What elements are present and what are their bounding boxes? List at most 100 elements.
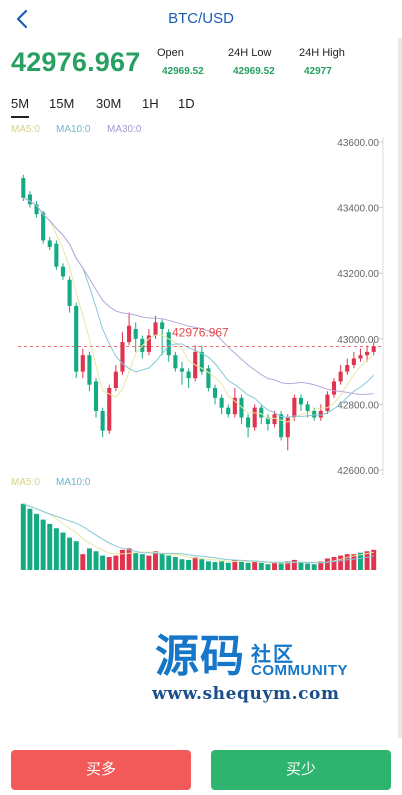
candle-body — [80, 355, 85, 372]
candle-body — [160, 322, 165, 329]
vol-ma10-line — [23, 503, 374, 564]
volume-bar — [186, 559, 192, 570]
tab-1d[interactable]: 1D — [178, 96, 195, 111]
volume-bar — [47, 523, 53, 570]
volume-bar — [351, 554, 357, 570]
back-button[interactable] — [12, 8, 34, 30]
volume-bar — [285, 561, 291, 570]
candle-body — [34, 204, 39, 215]
volume-bar — [179, 559, 185, 570]
y-tick-label: 42600.00 — [337, 466, 379, 477]
volume-bar — [371, 549, 377, 570]
tab-5m[interactable]: 5M — [11, 96, 30, 118]
candle-body — [107, 388, 112, 431]
candle-body — [226, 407, 231, 415]
y-tick-label: 43000.00 — [337, 335, 379, 346]
candle-body — [67, 279, 72, 306]
open-label: Open — [157, 47, 184, 59]
volume-bar — [258, 562, 264, 570]
low-label: 24H Low — [228, 47, 272, 59]
tab-1h[interactable]: 1H — [142, 96, 159, 111]
candle-body — [345, 365, 350, 372]
volume-bar — [238, 561, 244, 570]
candle-body — [113, 371, 118, 388]
high-label: 24H High — [299, 47, 345, 59]
tab-30m[interactable]: 30M — [96, 96, 122, 111]
watermark-big-text: 源码 — [155, 631, 245, 682]
candle-body — [74, 306, 79, 372]
candle-body — [252, 407, 257, 428]
volume-bar — [245, 562, 251, 570]
volume-bar — [60, 532, 66, 570]
header: BTC/USD — [0, 0, 402, 38]
volume-bar — [192, 557, 198, 570]
volume-bar — [80, 554, 86, 570]
volume-bar — [53, 528, 59, 570]
candle-body — [54, 243, 59, 267]
candle-body — [212, 388, 218, 398]
candle-body — [219, 397, 224, 408]
volume-bar — [219, 561, 225, 570]
y-tick-label: 43400.00 — [337, 204, 379, 215]
volume-bar — [344, 554, 350, 570]
scrollbar[interactable] — [398, 38, 402, 738]
ma5-line — [23, 197, 375, 423]
candle-body — [199, 351, 204, 372]
candle-body — [146, 335, 151, 352]
candle-body — [166, 332, 171, 356]
volume-bar — [86, 548, 92, 570]
last-price: 42976.967 — [11, 47, 141, 77]
volume-bar — [73, 541, 79, 570]
high-stat: 24H High 42977 — [299, 47, 345, 77]
y-tick-label: 43600.00 — [337, 138, 379, 149]
volume-bar — [126, 548, 132, 570]
candle-body — [371, 346, 376, 352]
volume-bar — [67, 537, 73, 570]
volume-bar — [232, 559, 238, 570]
volume-bar — [113, 555, 119, 570]
volume-bar — [318, 561, 324, 570]
candle-body — [153, 322, 158, 336]
candlestick-chart[interactable]: 43600.00 43400.00 43200.00 43000.00 42800.00… — [0, 125, 400, 480]
candle-body — [312, 410, 317, 418]
chevron-left-icon — [16, 9, 28, 29]
candle-body — [179, 368, 185, 372]
candle-body — [120, 342, 125, 372]
volume-bar — [278, 563, 284, 570]
high-value: 42977 — [304, 66, 332, 77]
volume-chart — [20, 503, 377, 570]
candle-body — [232, 397, 237, 415]
volume-bar — [331, 557, 337, 570]
volume-bar — [291, 559, 297, 570]
buy-long-button[interactable]: 买多 — [11, 750, 191, 790]
candle-body — [298, 397, 304, 405]
tab-15m[interactable]: 15M — [49, 96, 75, 111]
volume-bar — [225, 562, 231, 570]
low-stat: 24H Low 42969.52 — [228, 47, 275, 77]
candle-body — [60, 266, 66, 277]
candle-body — [41, 212, 46, 241]
volume-bar — [212, 562, 218, 570]
volume-bar — [40, 519, 46, 570]
page-title: BTC/USD — [168, 10, 234, 27]
volume-bar — [172, 557, 178, 570]
volume-bar — [166, 555, 172, 570]
volume-bar — [93, 551, 99, 570]
current-price-label: 42976.967 — [172, 325, 229, 339]
low-value: 42969.52 — [233, 66, 275, 77]
buy-short-button[interactable]: 买少 — [211, 750, 391, 790]
candle-body — [246, 417, 251, 428]
candle-body — [279, 414, 284, 438]
volume-bar — [311, 564, 317, 570]
ma30-line — [23, 197, 374, 396]
candle-body — [365, 351, 370, 356]
watermark-logo: 源码 社区 COMMUNITY www.shequym.com — [152, 631, 355, 712]
volume-bar — [27, 508, 33, 570]
open-stat: Open 42969.52 — [157, 47, 204, 77]
candle-body — [206, 368, 211, 388]
volume-bar — [205, 561, 211, 570]
candle-body — [305, 404, 310, 411]
ma5-legend: MA5:0 — [11, 124, 40, 135]
volume-bar — [106, 557, 112, 570]
candle-body — [133, 328, 138, 339]
